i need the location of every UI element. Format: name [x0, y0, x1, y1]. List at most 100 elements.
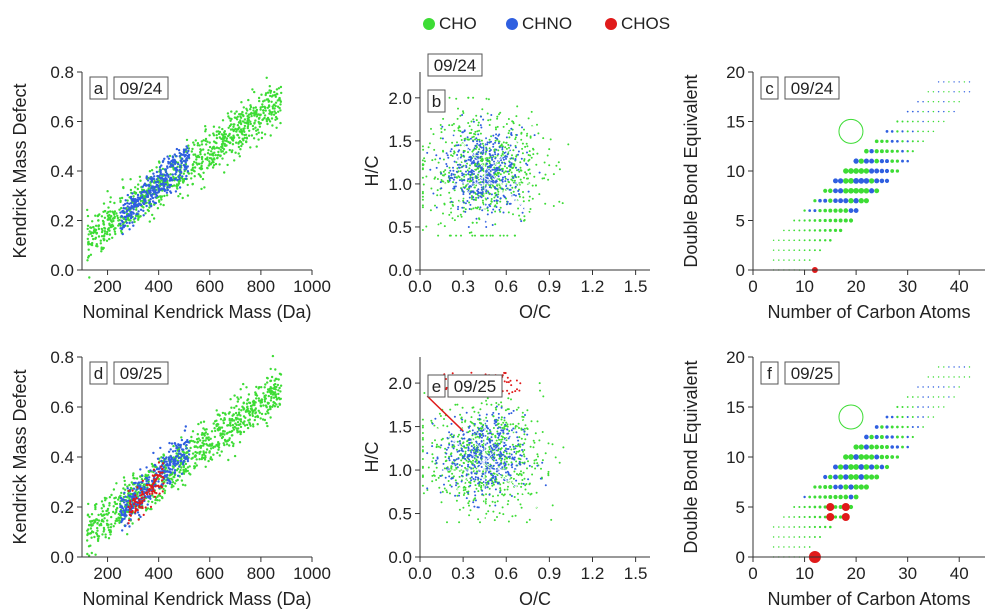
cho-point: [273, 401, 276, 405]
legend-item-chos: CHOS: [605, 14, 670, 34]
cho-point: [245, 137, 249, 140]
chno-point: [500, 179, 503, 182]
cho-point: [87, 528, 90, 531]
chno-point: [500, 406, 503, 409]
chno-point: [153, 201, 156, 204]
cho-point: [168, 154, 172, 158]
y-axis-title: Double Bond Equivalent: [681, 74, 701, 267]
cho-point: [265, 76, 268, 80]
chno-point: [123, 211, 126, 215]
chno-point: [510, 157, 513, 160]
cho-point: [520, 427, 523, 430]
cho-point: [202, 420, 206, 423]
cho-point: [475, 221, 478, 224]
chno-point: [446, 154, 449, 157]
cho-point: [439, 124, 442, 126]
cho-point: [275, 117, 279, 120]
cho-point: [515, 408, 518, 411]
cho-point: [193, 160, 196, 164]
chno-point: [145, 480, 148, 483]
chno-point: [439, 475, 442, 477]
chno-point: [176, 474, 180, 477]
cho-point: [110, 220, 114, 223]
cho-point: [452, 475, 455, 478]
cho-point: [98, 523, 101, 527]
chno-point: [491, 156, 493, 159]
cho-point: [230, 110, 233, 113]
chno-point: [456, 154, 459, 156]
dbe-point: [874, 188, 880, 194]
cho-point: [494, 126, 497, 129]
cho-point: [182, 179, 185, 183]
chno-point: [129, 197, 133, 200]
cho-point: [211, 153, 214, 156]
cho-point: [528, 210, 531, 213]
cho-point: [192, 163, 195, 166]
cho-point: [253, 114, 256, 117]
cho-point: [481, 234, 484, 237]
dbe-point: [848, 208, 854, 213]
cho-point: [266, 106, 270, 110]
cho-point: [489, 192, 491, 195]
cho-point: [437, 234, 440, 237]
panel-letter-box: [89, 76, 108, 100]
cho-point: [548, 148, 551, 151]
dbe-point: [833, 218, 838, 223]
cho-point: [199, 153, 202, 156]
cho-point: [430, 127, 432, 130]
cho-point: [481, 199, 484, 202]
chno-point: [152, 188, 155, 192]
cho-point: [204, 139, 207, 142]
cho-point: [195, 158, 198, 161]
dbe-point: [813, 209, 817, 213]
chno-point: [450, 200, 453, 203]
chno-point: [131, 221, 134, 224]
chno-point: [475, 217, 478, 220]
cho-point: [86, 552, 89, 556]
cho-point: [477, 518, 480, 521]
cho-point: [227, 126, 230, 129]
cho-point: [246, 117, 249, 120]
chno-point: [174, 449, 177, 453]
cho-point: [508, 136, 511, 139]
cho-point: [245, 386, 248, 389]
cho-point: [478, 218, 481, 221]
cho-point: [266, 381, 269, 384]
cho-point: [492, 483, 495, 486]
chos-point: [128, 519, 131, 522]
cho-point: [445, 489, 448, 492]
cho-point: [238, 113, 241, 116]
dbe-point: [958, 91, 960, 93]
cho-point: [129, 188, 133, 192]
cho-point: [542, 137, 545, 140]
cho-point: [200, 166, 203, 169]
chno-point: [176, 461, 180, 464]
cho-point: [231, 149, 234, 152]
chno-point: [149, 469, 152, 472]
cho-point: [521, 142, 524, 145]
cho-point: [502, 421, 505, 424]
cho-point: [529, 172, 532, 175]
chno-point: [502, 176, 504, 179]
cho-point: [515, 115, 518, 118]
chno-point: [462, 179, 464, 182]
y-tick-label: 5: [736, 212, 745, 231]
chno-point: [121, 529, 124, 532]
chno-point: [175, 446, 178, 450]
cho-point: [495, 174, 498, 177]
chno-point: [187, 149, 190, 153]
dbe-point: [863, 198, 869, 204]
dbe-point: [937, 91, 940, 93]
cho-point: [177, 195, 180, 198]
dbe-point: [808, 249, 811, 252]
panel-date: 09/25: [120, 364, 163, 383]
cho-point: [177, 488, 180, 491]
cho-point: [192, 169, 195, 172]
cho-point: [175, 183, 179, 186]
dbe-point: [818, 239, 822, 242]
cho-point: [421, 190, 424, 193]
chno-point: [169, 448, 172, 451]
cho-point: [490, 403, 493, 406]
cho-point: [493, 173, 496, 176]
cho-point: [491, 500, 494, 503]
